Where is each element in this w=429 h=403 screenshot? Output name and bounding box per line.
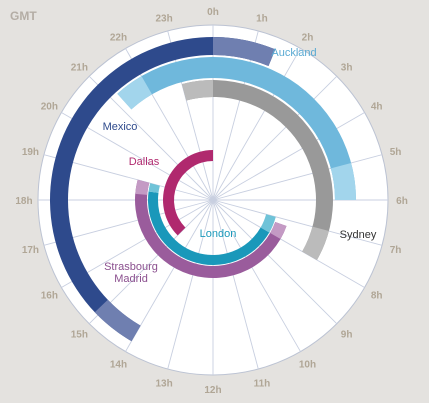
hour-spoke (212, 199, 301, 352)
hour-tick-label: 19h (22, 147, 39, 158)
hour-tick-label: 23h (155, 13, 172, 24)
hour-labels: 0h 1h 2h 3h 4h 5h 6h 7h 8h 9h 10h 11h 12h 13h 14h 15h 16… (15, 7, 407, 396)
hour-tick-label: 10h (299, 360, 316, 371)
hour-tick-label: 17h (22, 245, 39, 256)
series-label: Strasbourg Madrid (104, 261, 158, 285)
series-arc (135, 179, 287, 278)
hour-spoke (212, 154, 383, 201)
series-arc-fade-start (270, 222, 287, 239)
series-label: London (200, 228, 237, 240)
series-arc-fade-end (148, 183, 160, 193)
series-dallas (163, 150, 213, 236)
hour-tick-label: 9h (341, 330, 353, 341)
hour-tick-label: 2h (302, 32, 314, 43)
hour-tick-label: 6h (396, 196, 408, 207)
series-strasbourg-madrid (135, 179, 287, 278)
hour-tick-label: 3h (341, 62, 353, 73)
series-label: Mexico (103, 121, 138, 133)
series-label: Dallas (129, 156, 160, 168)
series-arc (163, 150, 213, 236)
hour-tick-label: 4h (371, 102, 383, 113)
hour-tick-label: 5h (390, 147, 402, 158)
series-arc (148, 191, 270, 266)
hour-tick-label: 11h (254, 379, 271, 390)
hour-spoke (212, 199, 338, 325)
hour-tick-label: 13h (155, 379, 172, 390)
series-london (148, 183, 276, 266)
series-label: Sydney (340, 229, 377, 241)
series-arc-fade-end (302, 226, 329, 260)
city-arcs (49, 36, 356, 342)
hour-tick-label: 18h (15, 196, 32, 207)
hour-spoke (125, 199, 214, 352)
series-arc-fade-end (330, 162, 356, 200)
hour-spoke (212, 199, 259, 370)
hour-tick-label: 21h (71, 62, 88, 73)
series-label: Auckland (271, 47, 316, 59)
series-arc-fade-start (260, 214, 276, 233)
series-arc-fade-end (213, 37, 276, 67)
hour-spoke (212, 75, 338, 201)
hour-tick-label: 7h (390, 245, 402, 256)
hour-tick-label: 22h (110, 32, 127, 43)
hour-spoke (212, 199, 383, 246)
series-arc-fade-start (117, 76, 152, 110)
hour-tick-label: 8h (371, 291, 383, 302)
hour-spoke (167, 199, 214, 370)
hour-tick-label: 12h (204, 385, 221, 396)
hour-tick-label: 15h (71, 330, 88, 341)
series-arc-fade-end (135, 179, 150, 195)
gmt-label: GMT (10, 9, 37, 23)
series-mexico (49, 36, 276, 342)
series-arc-fade-start (94, 299, 141, 342)
hour-tick-label: 0h (207, 7, 219, 18)
series-arc (117, 57, 356, 201)
hour-tick-label: 1h (256, 13, 268, 24)
series-auckland (117, 57, 356, 201)
hour-tick-label: 14h (110, 360, 127, 371)
hour-spoke (212, 199, 365, 288)
hour-spoke (212, 48, 301, 201)
hour-tick-label: 20h (41, 102, 58, 113)
series-arc (181, 79, 334, 260)
series-sydney (181, 79, 334, 260)
series-arc-fade-start (181, 80, 213, 101)
hour-spoke (212, 112, 365, 201)
hour-tick-label: 16h (41, 291, 58, 302)
city-labels: Mexico Auckland Sydney Dallas London Strasbou… (103, 47, 377, 285)
